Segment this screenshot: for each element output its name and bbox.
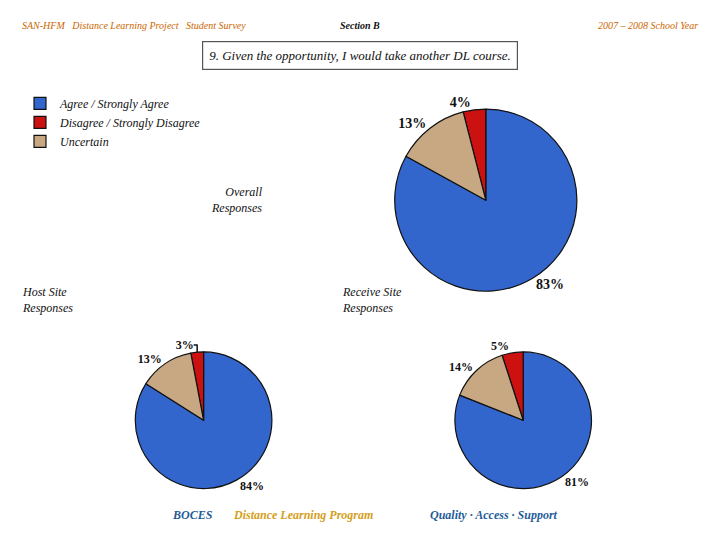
svg-text:OverallResponses: OverallResponses [211, 185, 263, 215]
svg-text:84%: 84% [240, 479, 264, 493]
svg-text:9. Given the opportunity, I wo: 9. Given the opportunity, I would take a… [209, 48, 511, 63]
svg-text:Agree / Strongly Agree: Agree / Strongly Agree [59, 97, 169, 111]
svg-text:BOCES: BOCES [172, 508, 213, 522]
svg-text:Uncertain: Uncertain [60, 135, 109, 149]
svg-text:3%: 3% [176, 338, 194, 352]
svg-text:14%: 14% [449, 360, 473, 374]
svg-text:5%: 5% [491, 339, 509, 353]
svg-text:Host SiteResponses: Host SiteResponses [22, 285, 73, 315]
svg-text:83%: 83% [536, 277, 564, 292]
svg-text:SAN-HFM Distance Learning Pr: SAN-HFM Distance Learning Project Studen… [22, 20, 246, 31]
svg-text:Distance Learning Program: Distance Learning Program [233, 508, 373, 522]
svg-text:Section B: Section B [340, 20, 380, 31]
svg-text:Quality · Access · Support: Quality · Access · Support [430, 508, 558, 522]
svg-text:4%: 4% [450, 95, 471, 110]
svg-text:Receive SiteResponses: Receive SiteResponses [342, 285, 402, 315]
svg-text:2007 – 2008 School Year: 2007 – 2008 School Year [598, 20, 698, 31]
svg-text:13%: 13% [398, 116, 426, 131]
svg-text:81%: 81% [565, 475, 589, 489]
svg-text:Disagree / Strongly Disagree: Disagree / Strongly Disagree [59, 116, 200, 130]
svg-text:13%: 13% [138, 352, 162, 366]
